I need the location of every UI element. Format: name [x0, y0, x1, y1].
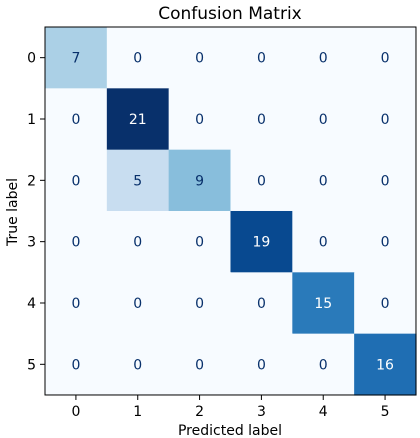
cell-value-label: 21 — [129, 112, 147, 128]
y-tick-label: 5 — [27, 357, 36, 373]
cell-value-label: 0 — [133, 235, 142, 251]
cell-value-label: 0 — [71, 235, 80, 251]
cell-value-label: 0 — [381, 51, 390, 67]
cell-value-label: 0 — [319, 51, 328, 67]
heatmap-cell — [106, 333, 170, 396]
heatmap-cell — [230, 333, 293, 396]
heatmap-cell — [230, 210, 293, 273]
y-tick-label: 4 — [27, 296, 36, 312]
heatmap-cell — [230, 27, 293, 89]
cell-value-label: 0 — [319, 112, 328, 128]
cell-value-label: 0 — [257, 357, 266, 373]
heatmap-cell — [168, 333, 232, 396]
heatmap-cell — [230, 88, 293, 151]
x-tick-label: 0 — [71, 404, 80, 420]
heatmap-cell — [168, 149, 232, 212]
heatmap-cell — [45, 27, 108, 89]
heatmap-cell — [106, 88, 170, 151]
cell-value-label: 0 — [257, 173, 266, 189]
y-tick-label: 1 — [27, 112, 36, 128]
heatmap-cell — [354, 149, 417, 212]
cell-value-label: 15 — [314, 296, 332, 312]
cell-value-label: 0 — [71, 357, 80, 373]
heatmap-cell — [230, 149, 293, 212]
heatmap-cell — [354, 333, 417, 396]
heatmap-cells — [45, 27, 417, 396]
cell-value-label: 0 — [133, 51, 142, 67]
cell-value-label: 0 — [319, 357, 328, 373]
plot-frame — [44, 26, 417, 396]
heatmap-cell — [354, 210, 417, 273]
heatmap-cell — [168, 88, 232, 151]
cell-value-label: 0 — [381, 235, 390, 251]
cell-value-label: 0 — [195, 112, 204, 128]
heatmap-cell — [292, 27, 355, 89]
heatmap-cell — [45, 333, 108, 396]
y-axis-label: True label — [5, 178, 21, 247]
heatmap-cell-labels: 7 0 0 0 0 0 0 21 0 0 0 0 0 5 9 0 0 0 0 0 0 19 0 0 0 0 0 0 15 0 0 0 0 0 0 16 — [71, 51, 394, 374]
heatmap-cell — [168, 210, 232, 273]
x-tick-label: 2 — [195, 404, 204, 420]
chart-title: Confusion Matrix — [158, 4, 302, 24]
heatmap-cell — [292, 149, 355, 212]
cell-value-label: 0 — [71, 173, 80, 189]
cell-value-label: 7 — [71, 51, 80, 67]
y-tick-label: 0 — [27, 51, 36, 67]
cell-value-label: 0 — [195, 296, 204, 312]
cell-value-label: 0 — [381, 173, 390, 189]
x-tick-label: 3 — [257, 404, 266, 420]
cell-value-label: 0 — [71, 112, 80, 128]
heatmap-cell — [106, 272, 170, 335]
cell-value-label: 0 — [257, 112, 266, 128]
cell-value-label: 0 — [133, 357, 142, 373]
cell-value-label: 0 — [381, 112, 390, 128]
heatmap-cell — [45, 88, 108, 151]
heatmap-cell — [354, 27, 417, 89]
x-tick-label: 1 — [133, 404, 142, 420]
heatmap-cell — [45, 272, 108, 335]
y-tick-label: 3 — [27, 235, 36, 251]
x-tick-label: 4 — [319, 404, 328, 420]
cell-value-label: 0 — [195, 357, 204, 373]
cell-value-label: 16 — [376, 357, 394, 373]
heatmap-cell — [168, 272, 232, 335]
heatmap-cell — [45, 210, 108, 273]
heatmap-cell — [230, 272, 293, 335]
cell-value-label: 0 — [195, 235, 204, 251]
heatmap-cell — [354, 88, 417, 151]
y-tick-label: 2 — [27, 173, 36, 189]
x-axis-label: Predicted label — [178, 423, 282, 438]
x-tick-label: 5 — [381, 404, 390, 420]
heatmap-cell — [168, 27, 232, 89]
y-axis-ticks: 0 1 2 3 4 5 — [27, 51, 45, 373]
cell-value-label: 19 — [252, 235, 270, 251]
heatmap-cell — [106, 149, 170, 212]
cell-value-label: 5 — [133, 173, 142, 189]
cell-value-label: 0 — [319, 173, 328, 189]
x-axis-ticks: 0 1 2 3 4 5 — [71, 394, 390, 420]
cell-value-label: 0 — [319, 235, 328, 251]
heatmap-cell — [106, 27, 170, 89]
heatmap-cell — [354, 272, 417, 335]
heatmap-cell — [292, 333, 355, 396]
cell-value-label: 0 — [71, 296, 80, 312]
cell-value-label: 0 — [195, 51, 204, 67]
cell-value-label: 0 — [257, 296, 266, 312]
cell-value-label: 0 — [381, 296, 390, 312]
cell-value-label: 9 — [195, 173, 204, 189]
heatmap-cell — [292, 88, 355, 151]
heatmap-cell — [292, 272, 355, 335]
heatmap-cell — [45, 149, 108, 212]
heatmap-cell — [106, 210, 170, 273]
cell-value-label: 0 — [257, 51, 266, 67]
heatmap-cell — [292, 210, 355, 273]
cell-value-label: 0 — [133, 296, 142, 312]
